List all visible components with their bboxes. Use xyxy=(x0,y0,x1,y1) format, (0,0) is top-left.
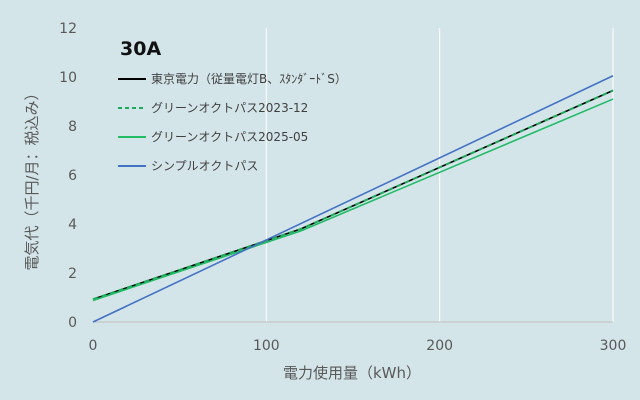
y-tick-label: 2 xyxy=(68,266,77,282)
x-tick-label: 100 xyxy=(253,338,280,354)
series-layer xyxy=(92,75,614,323)
series-line-3 xyxy=(92,98,614,302)
series-line-2 xyxy=(92,89,614,301)
series-line-4 xyxy=(92,75,614,323)
y-tick-label: 12 xyxy=(59,21,77,37)
y-tick-label: 8 xyxy=(68,119,77,135)
y-tick-label: 10 xyxy=(59,70,77,86)
legend: 東京電力（従量電灯B、ｽﾀﾝﾀﾞｰﾄﾞS） グリーンオクトパス2023-12 グリー… xyxy=(118,72,347,173)
y-tick-label: 0 xyxy=(68,315,77,331)
x-tick-label: 300 xyxy=(600,338,627,354)
legend-label-4: シンプルオクトパス xyxy=(151,159,258,173)
x-axis-label: 電力使用量（kWh） xyxy=(283,364,421,382)
legend-label-3: グリーンオクトパス2025-05 xyxy=(151,130,308,144)
axes-layer: 0 100 200 300 0 2 4 6 8 10 12 xyxy=(59,21,626,354)
y-tick-label: 6 xyxy=(68,168,77,184)
grid-layer xyxy=(265,28,614,322)
x-tick-label: 0 xyxy=(89,338,98,354)
y-tick-label: 4 xyxy=(68,217,77,233)
legend-label-1: 東京電力（従量電灯B、ｽﾀﾝﾀﾞｰﾄﾞS） xyxy=(151,72,347,86)
y-axis-label: 電気代（千円/月：税込み） xyxy=(23,85,41,270)
x-tick-label: 200 xyxy=(426,338,453,354)
series-line-1 xyxy=(92,89,614,300)
chart-title: 30A xyxy=(120,38,161,60)
legend-label-2: グリーンオクトパス2023-12 xyxy=(151,101,308,115)
